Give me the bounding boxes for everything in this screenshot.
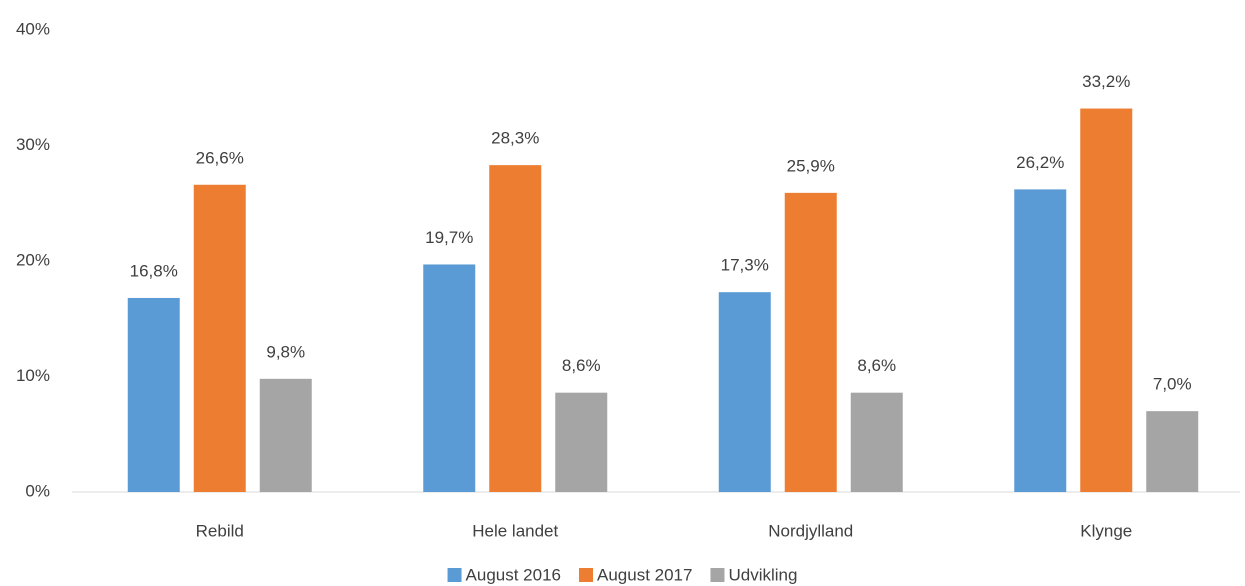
data-label: 17,3% xyxy=(721,256,769,275)
bar xyxy=(259,378,312,492)
x-tick-label: Rebild xyxy=(196,521,244,540)
legend-label: Udvikling xyxy=(728,565,797,584)
bar xyxy=(193,184,246,492)
bar xyxy=(423,264,476,492)
legend-label: August 2017 xyxy=(597,565,692,584)
data-label: 8,6% xyxy=(562,356,601,375)
data-label: 28,3% xyxy=(491,129,539,148)
legend-swatch xyxy=(579,568,594,582)
data-label: 26,6% xyxy=(196,148,244,167)
y-tick-label: 40% xyxy=(16,19,50,38)
bar xyxy=(127,297,180,492)
data-label: 9,8% xyxy=(266,342,305,361)
bar xyxy=(1146,411,1199,492)
y-tick-label: 30% xyxy=(16,135,50,154)
bar xyxy=(489,165,542,492)
legend-swatch xyxy=(710,568,725,582)
y-tick-label: 20% xyxy=(16,250,50,269)
legend-label: August 2016 xyxy=(466,565,561,584)
data-label: 8,6% xyxy=(857,356,896,375)
x-tick-label: Hele landet xyxy=(472,521,558,540)
data-label: 7,0% xyxy=(1153,375,1192,394)
y-tick-label: 10% xyxy=(16,366,50,385)
data-label: 33,2% xyxy=(1082,72,1130,91)
x-tick-label: Nordjylland xyxy=(768,521,853,540)
bar xyxy=(784,192,837,493)
bar xyxy=(1014,189,1067,492)
data-label: 16,8% xyxy=(130,261,178,280)
data-label: 19,7% xyxy=(425,228,473,247)
bar xyxy=(718,292,771,492)
y-tick-label: 0% xyxy=(25,481,50,500)
bar xyxy=(1080,108,1133,492)
legend-swatch xyxy=(447,568,462,582)
data-label: 26,2% xyxy=(1016,153,1064,172)
bar xyxy=(850,392,903,492)
x-tick-label: Klynge xyxy=(1080,521,1132,540)
data-label: 25,9% xyxy=(787,156,835,175)
bar xyxy=(555,392,608,492)
